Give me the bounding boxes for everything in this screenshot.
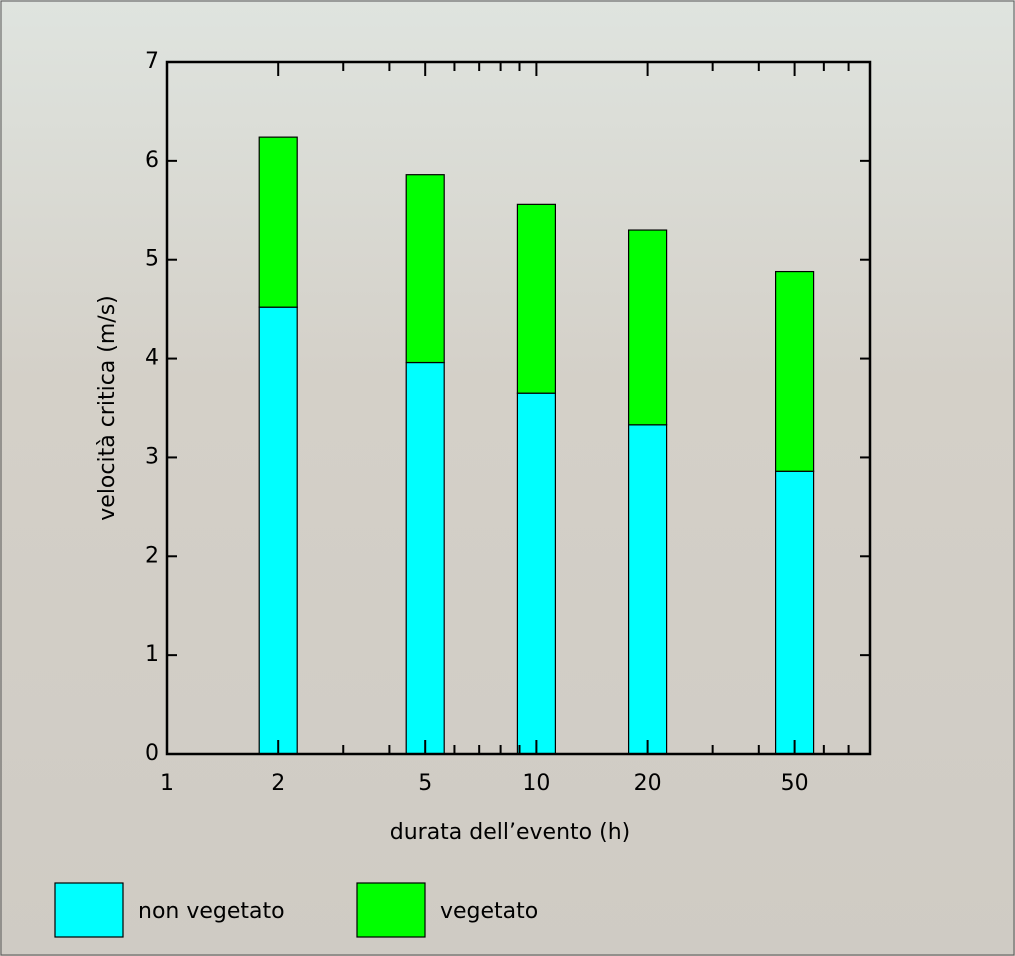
bar-segment <box>517 393 555 754</box>
x-tick-label: 2 <box>271 771 285 796</box>
x-tick-label: 10 <box>522 771 550 796</box>
bar-segment <box>629 425 667 754</box>
legend-label: vegetato <box>440 899 538 924</box>
y-tick-label: 0 <box>145 741 159 766</box>
y-tick-label: 6 <box>145 148 159 173</box>
bar-segment <box>259 137 297 307</box>
y-axis-label: velocità critica (m/s) <box>95 295 120 520</box>
bar-segment <box>406 175 444 363</box>
x-tick-label: 5 <box>418 771 432 796</box>
y-tick-label: 7 <box>145 49 159 74</box>
y-tick-label: 3 <box>145 444 159 469</box>
bar-segment <box>259 307 297 754</box>
y-tick-label: 1 <box>145 642 159 667</box>
y-tick-label: 4 <box>145 346 159 371</box>
chart: durata dell’evento (h) velocità critica … <box>0 0 1015 956</box>
bar-segment <box>629 230 667 425</box>
y-tick-label: 2 <box>145 543 159 568</box>
x-tick-label: 50 <box>781 771 809 796</box>
legend-swatch <box>55 883 123 937</box>
bar-segment <box>776 272 814 472</box>
bar-segment <box>406 363 444 754</box>
x-tick-label: 1 <box>160 771 174 796</box>
legend-label: non vegetato <box>138 899 285 924</box>
bar-segment <box>517 204 555 393</box>
x-axis-label: durata dell’evento (h) <box>390 820 630 845</box>
y-tick-label: 5 <box>145 247 159 272</box>
legend-swatch <box>357 883 425 937</box>
background <box>0 0 1015 956</box>
x-tick-label: 20 <box>634 771 662 796</box>
bar-segment <box>776 471 814 754</box>
